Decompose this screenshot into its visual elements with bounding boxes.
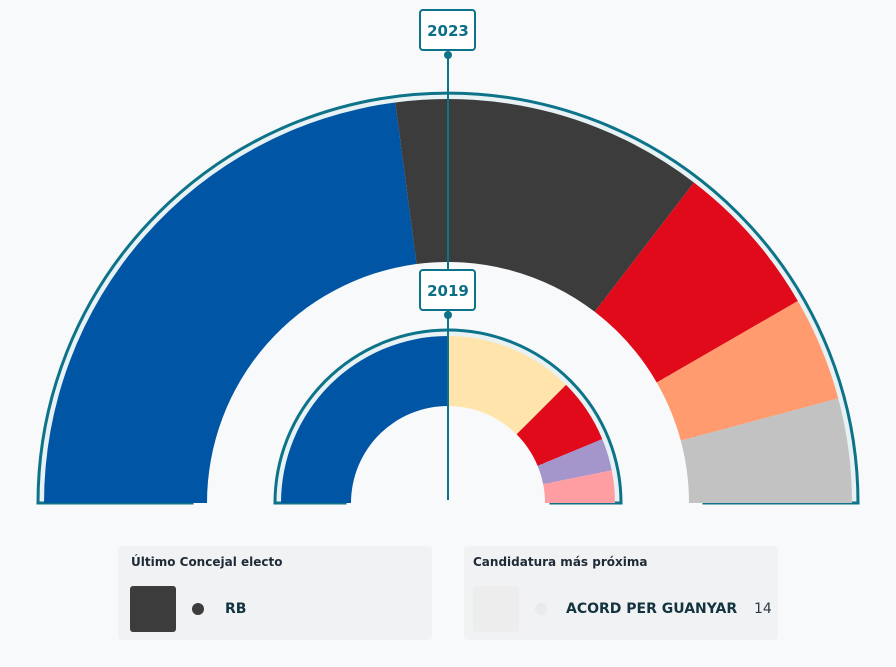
next-candidate-party-swatch (473, 586, 519, 632)
next-candidate-votes: 14 (754, 601, 772, 617)
last-elected-party-name: RB (225, 601, 247, 617)
last-elected-card: Último Concejal electo RB (118, 546, 432, 640)
parliament-chart: 2023 2019 (36, 9, 860, 505)
last-elected-party-dot (192, 603, 204, 615)
seat-segment-2023-5[interactable] (680, 398, 852, 503)
seat-segment-2019-3[interactable] (516, 384, 603, 466)
next-candidate-party-name: ACORD PER GUANYAR (566, 601, 738, 617)
seat-segment-2023-2[interactable] (395, 99, 694, 312)
year-marker-dot-2023 (444, 51, 452, 59)
seat-segment-2019-4[interactable] (537, 439, 612, 485)
next-candidate-title: Candidatura más próxima (473, 555, 648, 569)
seat-segment-2019-2[interactable] (448, 336, 567, 435)
seat-segment-2023-3[interactable] (594, 182, 798, 383)
seat-segment-2019-1[interactable] (281, 336, 448, 503)
last-elected-title: Último Concejal electo (131, 555, 283, 569)
next-candidate-card: Candidatura más próxima ACORD PER GUANYA… (464, 546, 778, 640)
next-candidate-party-dot (535, 603, 547, 615)
year-label-2019: 2019 (427, 282, 469, 300)
year-label-2023: 2023 (427, 22, 469, 40)
ring-2019 (273, 328, 623, 505)
seat-segment-2023-4[interactable] (656, 301, 839, 441)
year-marker-dot-2019 (444, 311, 452, 319)
year-tag-2023: 2023 (419, 9, 476, 59)
seat-segment-2023-1[interactable] (44, 102, 417, 504)
seat-segment-2019-5[interactable] (543, 470, 615, 503)
year-tag-2019: 2019 (419, 269, 476, 319)
last-elected-party-swatch (130, 586, 176, 632)
ring-2023 (36, 91, 860, 505)
